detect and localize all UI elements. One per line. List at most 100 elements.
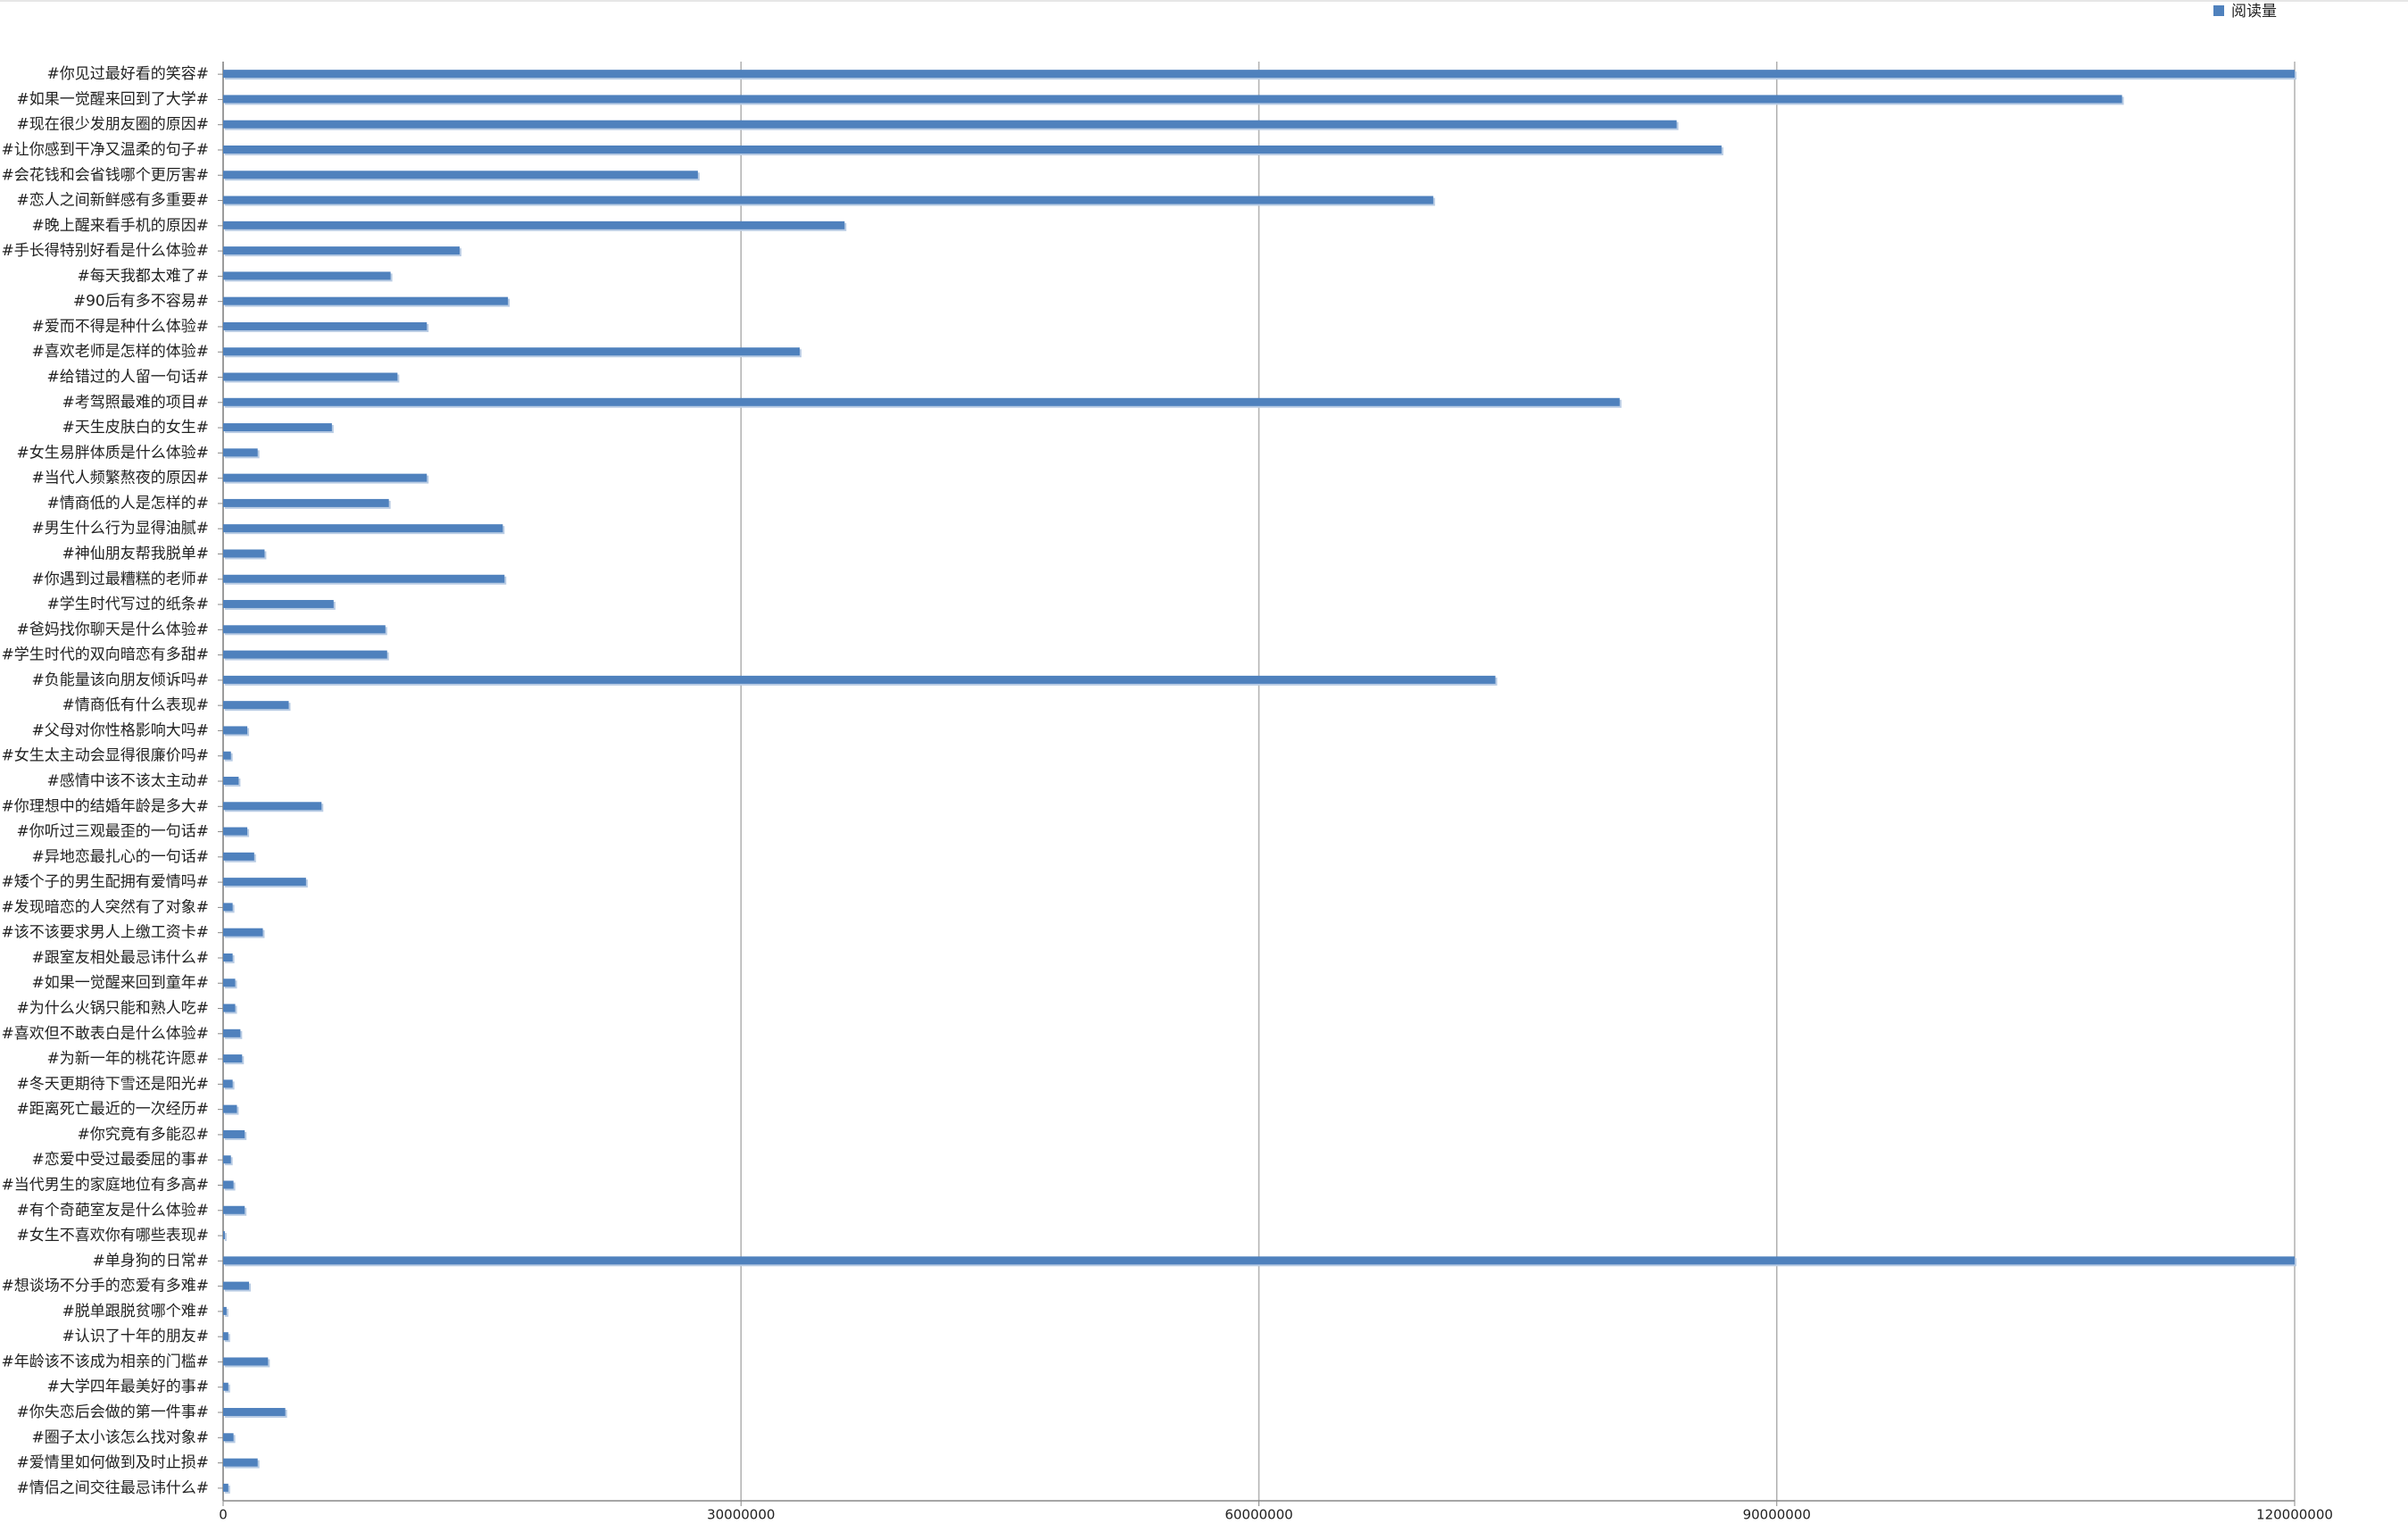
bar xyxy=(223,524,503,533)
y-tick-label: #情侣之间交往最忌讳什么# xyxy=(17,1479,210,1497)
bar xyxy=(223,878,306,887)
bar xyxy=(223,979,236,987)
y-tick-label: #如果一觉醒来回到了大学# xyxy=(17,90,210,108)
legend-label: 阅读量 xyxy=(2231,3,2277,21)
bar xyxy=(223,95,2122,104)
bar xyxy=(223,271,391,280)
bar xyxy=(223,423,332,432)
bar xyxy=(223,1382,228,1391)
bar xyxy=(223,196,1433,204)
x-tick-label: 30000000 xyxy=(707,1507,775,1523)
bar xyxy=(223,498,389,507)
y-tick-label: #90后有多不容易# xyxy=(73,293,209,311)
bar xyxy=(223,296,509,305)
bar xyxy=(223,171,698,179)
y-tick-label: #喜欢老师是怎样的体验# xyxy=(32,343,210,361)
bar xyxy=(223,625,386,634)
y-tick-label: #喜欢但不敢表白是什么体验# xyxy=(2,1025,210,1043)
bar xyxy=(223,397,1620,406)
bar xyxy=(223,1306,227,1315)
y-tick-label: #恋爱中受过最委屈的事# xyxy=(32,1150,210,1169)
y-tick-label: #情商低的人是怎样的# xyxy=(47,495,210,512)
y-tick-label: #男生什么行为显得油腻# xyxy=(32,520,210,537)
y-tick-label: #你见过最好看的笑容# xyxy=(47,65,210,83)
y-tick-label: #你失恋后会做的第一件事# xyxy=(17,1403,210,1421)
x-tick-label: 0 xyxy=(219,1507,228,1523)
y-tick-label: #距离死亡最近的一次经历# xyxy=(17,1101,210,1119)
y-tick-label: #矮个子的男生配拥有爱情吗# xyxy=(2,873,210,891)
bar-shadow xyxy=(225,1308,228,1317)
bar xyxy=(223,321,428,330)
bar xyxy=(223,1458,258,1467)
x-tick-label: 90000000 xyxy=(1743,1507,1811,1523)
y-tick-label: #女生易胖体质是什么体验# xyxy=(17,444,210,462)
bar xyxy=(223,852,254,861)
y-tick-label: #有个奇葩室友是什么体验# xyxy=(17,1202,210,1220)
bar xyxy=(223,1155,231,1164)
y-tick-label: #父母对你性格影响大吗# xyxy=(32,721,210,739)
bar xyxy=(223,1231,225,1240)
bar xyxy=(223,650,387,659)
bar xyxy=(223,1281,250,1290)
bar xyxy=(223,701,289,710)
bar xyxy=(223,574,505,583)
y-tick-label: #天生皮肤白的女生# xyxy=(62,419,210,437)
bar xyxy=(223,70,2295,79)
y-tick-label: #会花钱和会省钱哪个更厉害# xyxy=(2,166,210,184)
bar xyxy=(223,827,248,836)
y-tick-label: #手长得特别好看是什么体验# xyxy=(2,242,210,260)
bar xyxy=(223,1180,234,1189)
y-tick-label: #女生不喜欢你有哪些表现# xyxy=(17,1227,210,1245)
y-tick-label: #你究竟有多能忍# xyxy=(78,1126,210,1144)
y-tick-label: #该不该要求男人上缴工资卡# xyxy=(2,924,210,942)
y-tick-label: #为什么火锅只能和熟人吃# xyxy=(17,999,210,1018)
bar xyxy=(223,953,233,962)
bar xyxy=(223,347,801,356)
y-tick-label: #跟室友相处最忌讳什么# xyxy=(32,949,210,967)
bar xyxy=(223,221,845,229)
y-tick-label: #感情中该不该太主动# xyxy=(47,772,210,790)
x-tick-label: 60000000 xyxy=(1225,1507,1292,1523)
y-tick-label: #让你感到干净又温柔的句子# xyxy=(2,141,210,159)
y-tick-label: #为新一年的桃花许愿# xyxy=(47,1050,210,1068)
bar xyxy=(223,372,398,381)
bar xyxy=(223,1357,269,1366)
bar xyxy=(223,726,248,735)
y-tick-label: #给错过的人留一句话# xyxy=(47,369,210,387)
y-tick-label: #女生太主动会显得很廉价吗# xyxy=(2,747,210,765)
y-tick-label: #想谈场不分手的恋爱有多难# xyxy=(2,1277,210,1295)
y-tick-label: #学生时代写过的纸条# xyxy=(47,595,210,613)
y-tick-label: #异地恋最扎心的一句话# xyxy=(32,847,210,866)
bar xyxy=(223,751,231,760)
y-tick-label: #大学四年最美好的事# xyxy=(47,1378,210,1396)
bar xyxy=(223,1028,241,1037)
bar xyxy=(223,903,233,912)
bar-shadow xyxy=(225,1233,227,1242)
y-tick-label: #考驾照最难的项目# xyxy=(62,394,210,412)
x-tick-label: 120000000 xyxy=(2256,1507,2333,1523)
y-tick-label: #冬天更期待下雪还是阳光# xyxy=(17,1075,210,1093)
bar xyxy=(223,777,239,785)
y-tick-label: #爱而不得是种什么体验# xyxy=(32,318,210,336)
y-tick-label: #脱单跟脱贫哪个难# xyxy=(62,1303,210,1320)
bar xyxy=(223,473,428,482)
y-tick-label: #晚上醒来看手机的原因# xyxy=(32,217,210,235)
legend-swatch xyxy=(2213,5,2224,16)
y-tick-label: #负能量该向朋友倾诉吗# xyxy=(32,671,210,689)
y-tick-label: #学生时代的双向暗恋有多甜# xyxy=(2,645,210,664)
bar xyxy=(223,1129,245,1138)
bar xyxy=(223,448,258,457)
bar xyxy=(223,549,265,558)
bar xyxy=(223,600,334,609)
y-tick-label: #你遇到过最糟糕的老师# xyxy=(32,570,210,588)
bar xyxy=(223,802,322,811)
y-tick-label: #你听过三观最歪的一句话# xyxy=(17,823,210,841)
y-tick-label: #爱情里如何做到及时止损# xyxy=(17,1454,210,1472)
bar xyxy=(223,1256,2295,1265)
bar xyxy=(223,675,1496,684)
y-tick-label: #圈子太小该怎么找对象# xyxy=(32,1428,210,1446)
bar xyxy=(223,120,1677,129)
bar xyxy=(223,1079,233,1088)
y-tick-label: #单身狗的日常# xyxy=(93,1252,210,1270)
